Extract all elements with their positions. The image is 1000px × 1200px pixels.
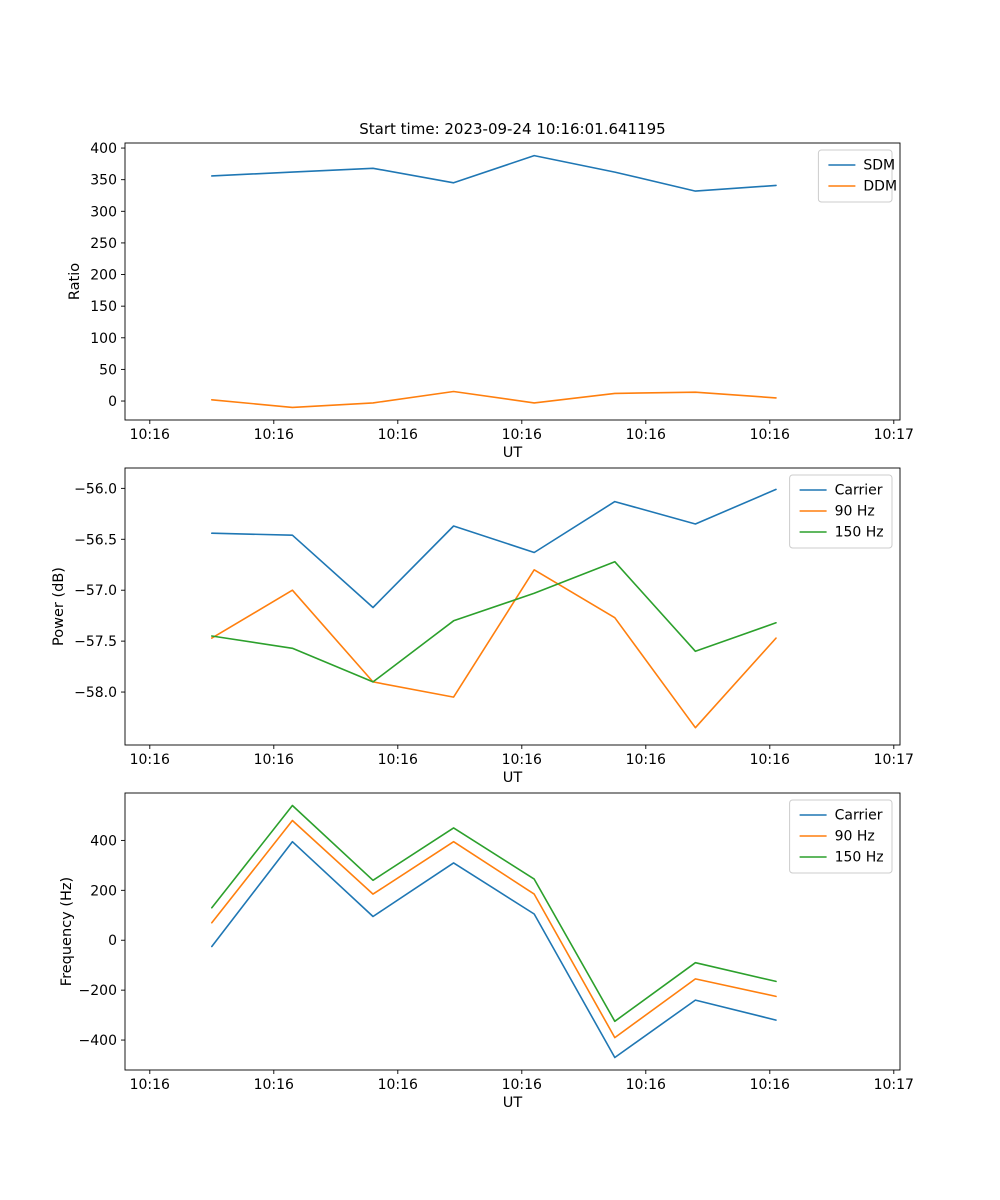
y-tick-label: −56.5: [74, 532, 117, 548]
legend-frame: [789, 799, 893, 874]
x-tick-label: 10:16: [378, 1077, 418, 1093]
y-tick-label: 50: [99, 362, 117, 378]
plot-frame: [124, 467, 901, 746]
y-tick-label: −56.0: [74, 481, 117, 497]
x-tick-label: 10:16: [626, 752, 666, 768]
series-line-150-hz: [211, 560, 777, 683]
x-tick-label: 10:17: [874, 1077, 914, 1093]
legend-frame: [817, 149, 893, 203]
y-tick-label: 200: [90, 883, 117, 899]
y-axis-label: Power (dB): [51, 567, 67, 646]
x-tick-label: 10:16: [254, 752, 294, 768]
x-axis-label: UT: [503, 445, 523, 461]
x-tick-label: 10:17: [874, 427, 914, 443]
x-axis: 10:16 10:16 10:16 10:16 10:16 10:16 10:17 UT: [130, 420, 914, 461]
x-tick-label: 10:16: [378, 427, 418, 443]
legend-label: 90 Hz: [835, 829, 875, 845]
y-axis: −400 −200 0 200 400 Frequency (Hz): [59, 833, 125, 1049]
y-tick-label: −58.0: [74, 685, 117, 701]
y-tick-label: −57.0: [74, 583, 117, 599]
y-tick-label: 400: [90, 833, 117, 849]
y-tick-label: 150: [90, 299, 117, 315]
plot-frame: [124, 142, 901, 421]
frequency-chart: 10:16 10:16 10:16 10:16 10:16 10:16 10:17 UT −40…: [59, 792, 914, 1111]
y-tick-label: −200: [79, 983, 117, 999]
x-tick-label: 10:16: [502, 427, 542, 443]
x-tick-label: 10:16: [750, 427, 790, 443]
x-axis: 10:16 10:16 10:16 10:16 10:16 10:16 10:17 UT: [130, 1070, 914, 1111]
y-tick-label: −57.5: [74, 634, 117, 650]
y-axis: 0 50 100 150 200 250 300 350 400 Ratio: [67, 141, 125, 410]
x-tick-label: 10:16: [130, 427, 170, 443]
x-tick-label: 10:16: [502, 752, 542, 768]
y-axis: −56.0 −56.5 −57.0 −57.5 −58.0 Power (dB): [51, 481, 125, 701]
x-tick-label: 10:16: [626, 427, 666, 443]
x-tick-label: 10:16: [502, 1077, 542, 1093]
x-tick-label: 10:16: [378, 752, 418, 768]
x-axis: 10:16 10:16 10:16 10:16 10:16 10:16 10:17 UT: [130, 745, 914, 786]
x-tick-label: 10:16: [626, 1077, 666, 1093]
x-tick-label: 10:17: [874, 752, 914, 768]
series-line-ddm: [211, 390, 777, 409]
x-tick-label: 10:16: [750, 752, 790, 768]
legend: SDM DDM: [817, 149, 897, 203]
x-tick-label: 10:16: [130, 752, 170, 768]
y-tick-label: −400: [79, 1033, 117, 1049]
y-axis-label: Ratio: [67, 263, 83, 300]
legend: Carrier 90 Hz 150 Hz: [789, 799, 893, 874]
x-tick-label: 10:16: [254, 1077, 294, 1093]
y-tick-label: 100: [90, 331, 117, 347]
y-axis-label: Frequency (Hz): [59, 877, 75, 986]
series-line-90-hz: [211, 568, 777, 729]
y-tick-label: 350: [90, 173, 117, 189]
legend-label: Carrier: [835, 483, 883, 499]
legend-label: SDM: [863, 158, 895, 174]
series-line-150-hz: [211, 804, 777, 1023]
series-line-sdm: [211, 154, 777, 192]
y-tick-label: 0: [108, 933, 117, 949]
y-tick-label: 250: [90, 236, 117, 252]
legend-frame: [789, 474, 893, 549]
y-tick-label: 300: [90, 204, 117, 220]
plot-frame: [124, 792, 901, 1071]
y-tick-label: 400: [90, 141, 117, 157]
y-tick-label: 200: [90, 268, 117, 284]
x-axis-label: UT: [503, 1095, 523, 1111]
ratio-chart: 10:16 10:16 10:16 10:16 10:16 10:16 10:17 UT 0 50…: [67, 141, 914, 461]
series-line-carrier: [211, 488, 777, 609]
figure-title: Start time: 2023-09-24 10:16:01.641195: [359, 120, 666, 138]
legend-label: 150 Hz: [835, 525, 884, 541]
legend-label: 90 Hz: [835, 504, 875, 520]
y-tick-label: 0: [108, 394, 117, 410]
power-chart: 10:16 10:16 10:16 10:16 10:16 10:16 10:17 UT −56…: [51, 467, 914, 786]
x-tick-label: 10:16: [750, 1077, 790, 1093]
legend-label: 150 Hz: [835, 850, 884, 866]
x-tick-label: 10:16: [254, 427, 294, 443]
legend-label: DDM: [863, 179, 897, 195]
legend-label: Carrier: [835, 808, 883, 824]
series-line-90-hz: [211, 819, 777, 1039]
legend: Carrier 90 Hz 150 Hz: [789, 474, 893, 549]
x-axis-label: UT: [503, 770, 523, 786]
series-line-carrier: [211, 840, 777, 1059]
x-tick-label: 10:16: [130, 1077, 170, 1093]
